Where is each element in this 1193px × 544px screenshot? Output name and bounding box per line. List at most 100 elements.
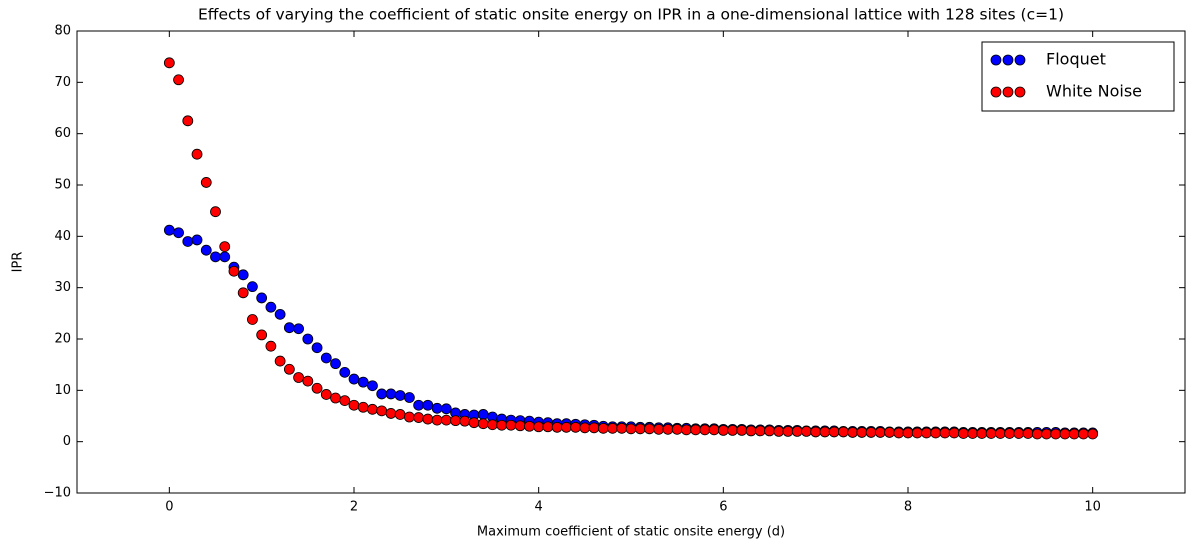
legend-box — [981, 41, 1175, 112]
data-point — [330, 358, 341, 370]
data-point — [293, 323, 305, 335]
data-point — [385, 408, 397, 419]
data-point — [625, 423, 637, 435]
data-point — [330, 392, 341, 404]
data-point — [837, 426, 849, 438]
data-point — [1022, 428, 1034, 439]
data-point — [847, 427, 858, 438]
data-point — [431, 414, 443, 426]
data-point — [524, 420, 535, 432]
data-point — [754, 425, 766, 437]
data-point — [311, 342, 323, 354]
data-point — [200, 244, 212, 256]
data-point — [247, 281, 258, 293]
data-point — [283, 363, 295, 375]
data-point — [893, 427, 905, 439]
data-point — [874, 427, 886, 438]
data-point — [283, 322, 295, 334]
data-point — [367, 403, 378, 415]
data-point — [256, 292, 268, 304]
legend-marker — [1002, 54, 1014, 66]
data-point — [967, 428, 979, 439]
data-point — [958, 428, 969, 439]
y-tick-label: 50 — [54, 178, 71, 193]
data-point — [782, 425, 794, 437]
data-point — [736, 424, 748, 436]
data-point — [413, 412, 425, 423]
data-point — [237, 269, 249, 281]
data-point — [921, 427, 932, 439]
legend-marker — [990, 86, 1002, 98]
y-tick-label: 70 — [54, 75, 71, 90]
data-point — [699, 424, 711, 436]
data-point — [902, 427, 914, 439]
data-point — [791, 425, 803, 437]
data-point — [219, 241, 231, 253]
data-point — [597, 422, 609, 434]
data-point — [810, 426, 822, 438]
y-tick-label: 60 — [54, 126, 71, 141]
data-point — [717, 424, 729, 436]
data-point — [348, 373, 360, 385]
data-point — [801, 425, 812, 437]
data-point — [182, 236, 194, 247]
data-point — [302, 333, 314, 345]
data-point — [939, 427, 951, 439]
legend-marker — [1014, 86, 1026, 98]
data-point — [930, 427, 942, 439]
data-point — [394, 409, 406, 420]
data-point — [1031, 428, 1043, 440]
data-point — [653, 423, 665, 435]
data-point — [357, 376, 369, 388]
legend-marker — [1014, 54, 1026, 66]
data-point — [210, 206, 221, 218]
data-point — [865, 427, 877, 438]
data-point — [219, 251, 231, 263]
x-tick-label: 6 — [719, 500, 727, 515]
data-point — [551, 421, 563, 433]
y-tick-label: 40 — [54, 229, 71, 244]
data-point — [505, 419, 517, 431]
data-point — [320, 389, 332, 400]
y-tick-label: −10 — [44, 486, 71, 501]
data-point — [588, 422, 600, 434]
data-point — [948, 427, 960, 439]
data-point — [1050, 428, 1062, 440]
legend-marker — [1002, 86, 1014, 98]
data-point — [681, 424, 692, 436]
data-point — [311, 382, 323, 394]
legend-label: White Noise — [1046, 82, 1142, 101]
data-point — [533, 421, 545, 433]
data-point — [607, 422, 618, 434]
y-tick-label: 30 — [54, 280, 71, 295]
data-point — [237, 287, 249, 299]
data-point — [985, 428, 997, 439]
data-point — [662, 423, 674, 435]
data-point — [671, 423, 683, 435]
data-point — [819, 426, 831, 438]
data-point — [247, 314, 258, 325]
data-point — [487, 419, 498, 431]
data-point — [228, 265, 240, 277]
data-point — [856, 427, 868, 438]
data-point — [1041, 428, 1052, 440]
data-point — [413, 399, 425, 411]
data-point — [1013, 428, 1025, 439]
y-tick-label: 0 — [63, 434, 71, 449]
x-tick-label: 8 — [904, 500, 912, 515]
data-point — [1059, 428, 1071, 440]
data-point — [191, 148, 203, 160]
data-point — [376, 388, 388, 400]
data-point — [828, 426, 840, 438]
data-point — [431, 402, 443, 414]
data-point — [1087, 428, 1099, 440]
data-point — [745, 425, 757, 437]
data-point — [385, 388, 397, 400]
data-point — [265, 340, 277, 352]
y-tick-label: 80 — [54, 24, 71, 39]
data-point — [403, 411, 415, 423]
data-point — [773, 425, 785, 437]
data-point — [210, 251, 221, 263]
data-point — [1004, 428, 1015, 439]
